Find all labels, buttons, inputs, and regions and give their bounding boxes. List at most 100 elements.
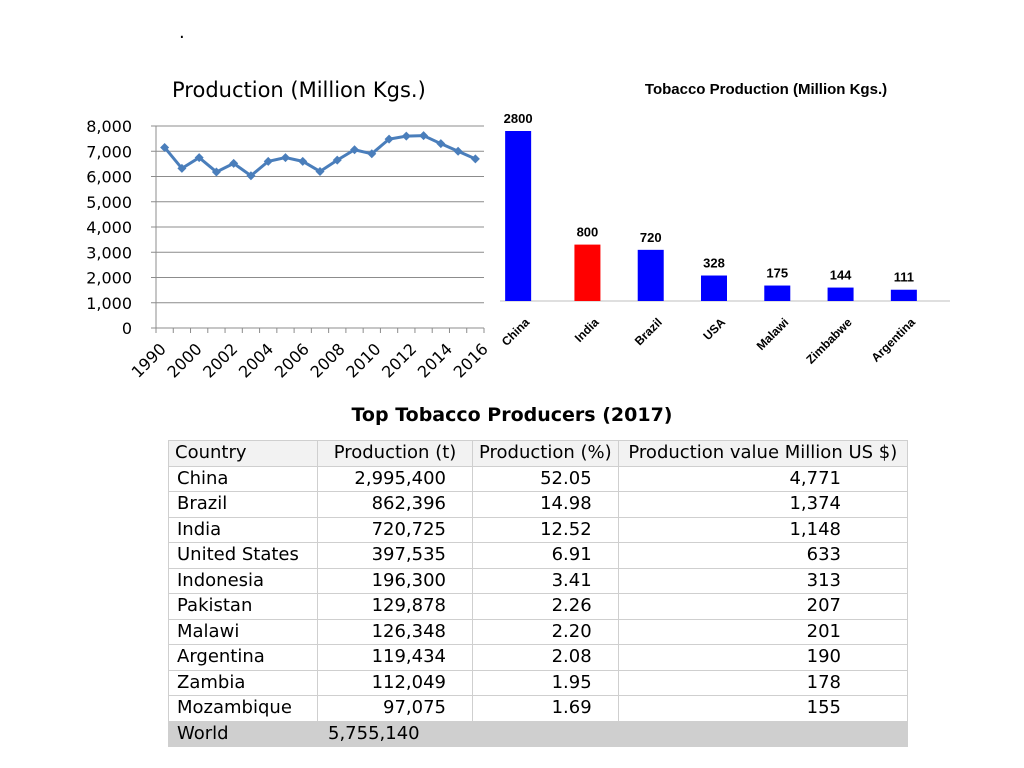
- table-row: Pakistan 129,878 2.26 207: [168, 593, 909, 620]
- x-tick-label: 2014: [414, 339, 456, 381]
- cell-production-pct: 2.20: [472, 618, 619, 645]
- cell-production-t: 112,049: [317, 669, 473, 696]
- bar-value-label: 328: [703, 256, 725, 271]
- data-point: [298, 156, 308, 166]
- x-tick-label: 2000: [163, 339, 205, 381]
- data-point: [384, 134, 394, 144]
- data-point: [436, 139, 446, 149]
- header-production-value: Production value Million US $): [617, 440, 909, 467]
- data-point: [177, 163, 187, 173]
- category-label: Brazil: [632, 315, 665, 348]
- cell-production-value: 207: [617, 593, 909, 620]
- bar-zimbabwe: [827, 287, 854, 301]
- cell-production-value: 190: [617, 644, 909, 671]
- world-cell-production-pct: [472, 720, 619, 747]
- category-label: India: [572, 315, 602, 345]
- top-producers-table: Country Production (t) Production (%) Pr…: [168, 440, 909, 747]
- cell-production-value: 633: [617, 542, 909, 569]
- header-country: Country: [168, 440, 318, 467]
- cell-production-pct: 12.52: [472, 516, 619, 543]
- cell-country: Malawi: [168, 618, 318, 645]
- data-point: [280, 153, 290, 163]
- table-title: Top Tobacco Producers (2017): [351, 404, 673, 426]
- cell-production-pct: 2.26: [472, 593, 619, 620]
- category-label: Argentina: [868, 315, 918, 365]
- y-tick-label: 2,000: [86, 269, 132, 288]
- x-tick-label: 2012: [378, 339, 420, 381]
- category-label: Malawi: [754, 315, 792, 353]
- tobacco-production-bar-chart: Tobacco Production (Million Kgs.) 2800 Chi…: [499, 81, 950, 367]
- y-tick-label: 1,000: [86, 294, 132, 313]
- bar-value-label: 111: [894, 270, 914, 285]
- data-point: [332, 155, 342, 165]
- cell-production-pct: 2.08: [472, 644, 619, 671]
- world-cell-production-value: [617, 720, 909, 747]
- y-tick-label: 3,000: [86, 243, 132, 262]
- data-point: [246, 171, 256, 181]
- x-tick-label: 2016: [450, 339, 490, 381]
- bar-malawi: [764, 285, 791, 301]
- category-label: China: [499, 315, 533, 349]
- data-point: [419, 131, 429, 141]
- cell-production-t: 397,535: [317, 542, 473, 569]
- x-tick-label: 1990: [128, 339, 170, 381]
- y-tick-label: 0: [122, 319, 132, 338]
- header-production-t: Production (t): [317, 440, 473, 467]
- data-point: [350, 145, 360, 155]
- cell-production-t: 862,396: [317, 491, 473, 518]
- table-row: Indonesia 196,300 3.41 313: [168, 567, 909, 594]
- table-row: China 2,995,400 52.05 4,771: [168, 465, 909, 492]
- cell-country: Zambia: [168, 669, 318, 696]
- bar-usa: [701, 275, 727, 301]
- cell-production-t: 196,300: [317, 567, 473, 594]
- data-point: [315, 166, 325, 176]
- x-tick-label: 2008: [306, 339, 348, 381]
- data-point: [263, 156, 273, 166]
- data-point: [211, 167, 221, 177]
- table-row: United States 397,535 6.91 633: [168, 542, 909, 569]
- bar-value-label: 175: [766, 266, 788, 281]
- cell-country: Argentina: [168, 644, 318, 671]
- data-point: [470, 154, 480, 164]
- header-production-pct: Production (%): [472, 440, 619, 467]
- table-body: China 2,995,400 52.05 4,771 Brazil 862,396 14.…: [168, 465, 909, 747]
- x-tick-label: 2002: [199, 339, 241, 381]
- table-row: Malawi 126,348 2.20 201: [168, 618, 909, 645]
- cell-country: Brazil: [168, 491, 318, 518]
- data-point: [160, 142, 170, 152]
- cell-production-value: 155: [617, 695, 909, 722]
- table-header-row: Country Production (t) Production (%) Pr…: [168, 440, 909, 467]
- cell-production-pct: 1.95: [472, 669, 619, 696]
- cell-production-value: 1,148: [617, 516, 909, 543]
- cell-country: India: [168, 516, 318, 543]
- bar-value-label: 800: [577, 225, 599, 240]
- cell-production-t: 97,075: [317, 695, 473, 722]
- line-chart-title: Production (Million Kgs.): [172, 78, 426, 102]
- cell-production-pct: 1.69: [472, 695, 619, 722]
- cell-country: Pakistan: [168, 593, 318, 620]
- world-cell-production-t: 5,755,140: [317, 720, 473, 747]
- data-point: [401, 131, 411, 141]
- cell-production-t: 129,878: [317, 593, 473, 620]
- bar-value-label: 2800: [504, 111, 533, 126]
- bar-value-label: 144: [830, 268, 852, 283]
- world-cell-country: World: [168, 720, 318, 747]
- y-tick-label: 4,000: [86, 218, 132, 237]
- cell-production-t: 119,434: [317, 644, 473, 671]
- bar-china: [505, 131, 532, 301]
- data-point: [453, 146, 463, 156]
- cell-production-value: 201: [617, 618, 909, 645]
- cell-production-pct: 52.05: [472, 465, 619, 492]
- category-label: Zimbabwe: [803, 315, 855, 367]
- data-point: [229, 158, 239, 168]
- bar-value-label: 720: [640, 230, 662, 245]
- y-tick-label: 6,000: [86, 168, 132, 187]
- table-row: Argentina 119,434 2.08 190: [168, 644, 909, 671]
- bar-brazil: [637, 249, 664, 301]
- cell-country: United States: [168, 542, 318, 569]
- data-point: [194, 153, 204, 163]
- category-label: USA: [700, 315, 728, 343]
- cell-production-pct: 3.41: [472, 567, 619, 594]
- slide-dot: .: [179, 22, 185, 43]
- bar-chart-title: Tobacco Production (Million Kgs.): [645, 81, 887, 98]
